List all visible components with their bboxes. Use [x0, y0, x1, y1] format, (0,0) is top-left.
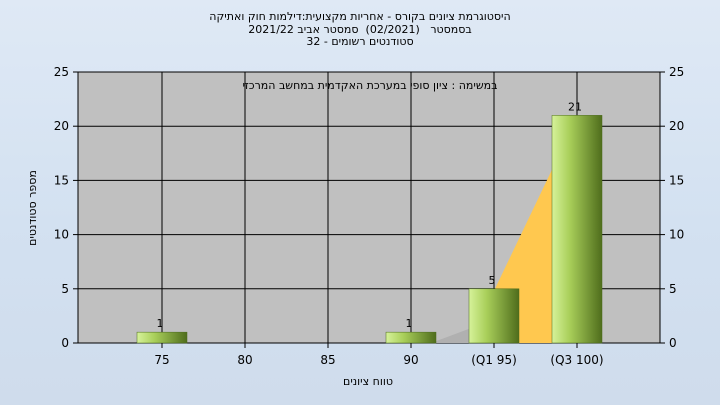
- x-axis-label: טווח ציונים: [343, 375, 393, 388]
- y-tick-label-left: 0: [61, 336, 69, 350]
- bar-value-label: 21: [568, 100, 582, 113]
- y-tick-label-right: 20: [669, 119, 684, 133]
- x-tick-label: (Q3 100): [550, 353, 603, 367]
- y-tick-label-left: 10: [54, 228, 69, 242]
- bar-value-label: 1: [406, 317, 413, 330]
- y-tick-label-left: 15: [54, 173, 69, 187]
- bar-value-label: 1: [157, 317, 164, 330]
- histogram-bar: [468, 288, 520, 344]
- chart-title: היסטוגרמת ציונים בקורס - אחריות מקצועית:…: [0, 10, 720, 49]
- histogram-bar: [385, 331, 437, 344]
- chart-title-line-1: היסטוגרמת ציונים בקורס - אחריות מקצועית:…: [209, 10, 511, 23]
- x-tick-label: 75: [154, 353, 169, 367]
- bars: 1 1 5 21: [136, 100, 603, 344]
- x-tick-label: (Q1 95): [471, 353, 517, 367]
- chart-annotation: במשימה : ציון סופי במערכת האקדמית במחשב …: [243, 79, 498, 92]
- x-tick-label: 90: [403, 353, 418, 367]
- histogram-bar: [136, 331, 188, 344]
- y-tick-label-left: 25: [54, 65, 69, 79]
- x-tick-label: 80: [237, 353, 252, 367]
- y-tick-label-right: 0: [669, 336, 677, 350]
- y-tick-label-right: 15: [669, 173, 684, 187]
- y-tick-label-left: 5: [61, 282, 69, 296]
- y-axis-label: מספר סטודנטים: [26, 170, 39, 246]
- x-tick-label: 85: [320, 353, 335, 367]
- histogram-bar: [551, 115, 603, 344]
- chart-title-line-3: סטודנטים רשומים - 32: [306, 35, 414, 48]
- bar-value-label: 5: [489, 274, 496, 287]
- y-tick-label-right: 10: [669, 228, 684, 242]
- y-tick-label-right: 5: [669, 282, 677, 296]
- chart-title-line-2: בסמסטר (02/2021) סמסטר אביב 2021/22: [248, 22, 472, 36]
- y-tick-label-left: 20: [54, 119, 69, 133]
- y-tick-label-right: 25: [669, 65, 684, 79]
